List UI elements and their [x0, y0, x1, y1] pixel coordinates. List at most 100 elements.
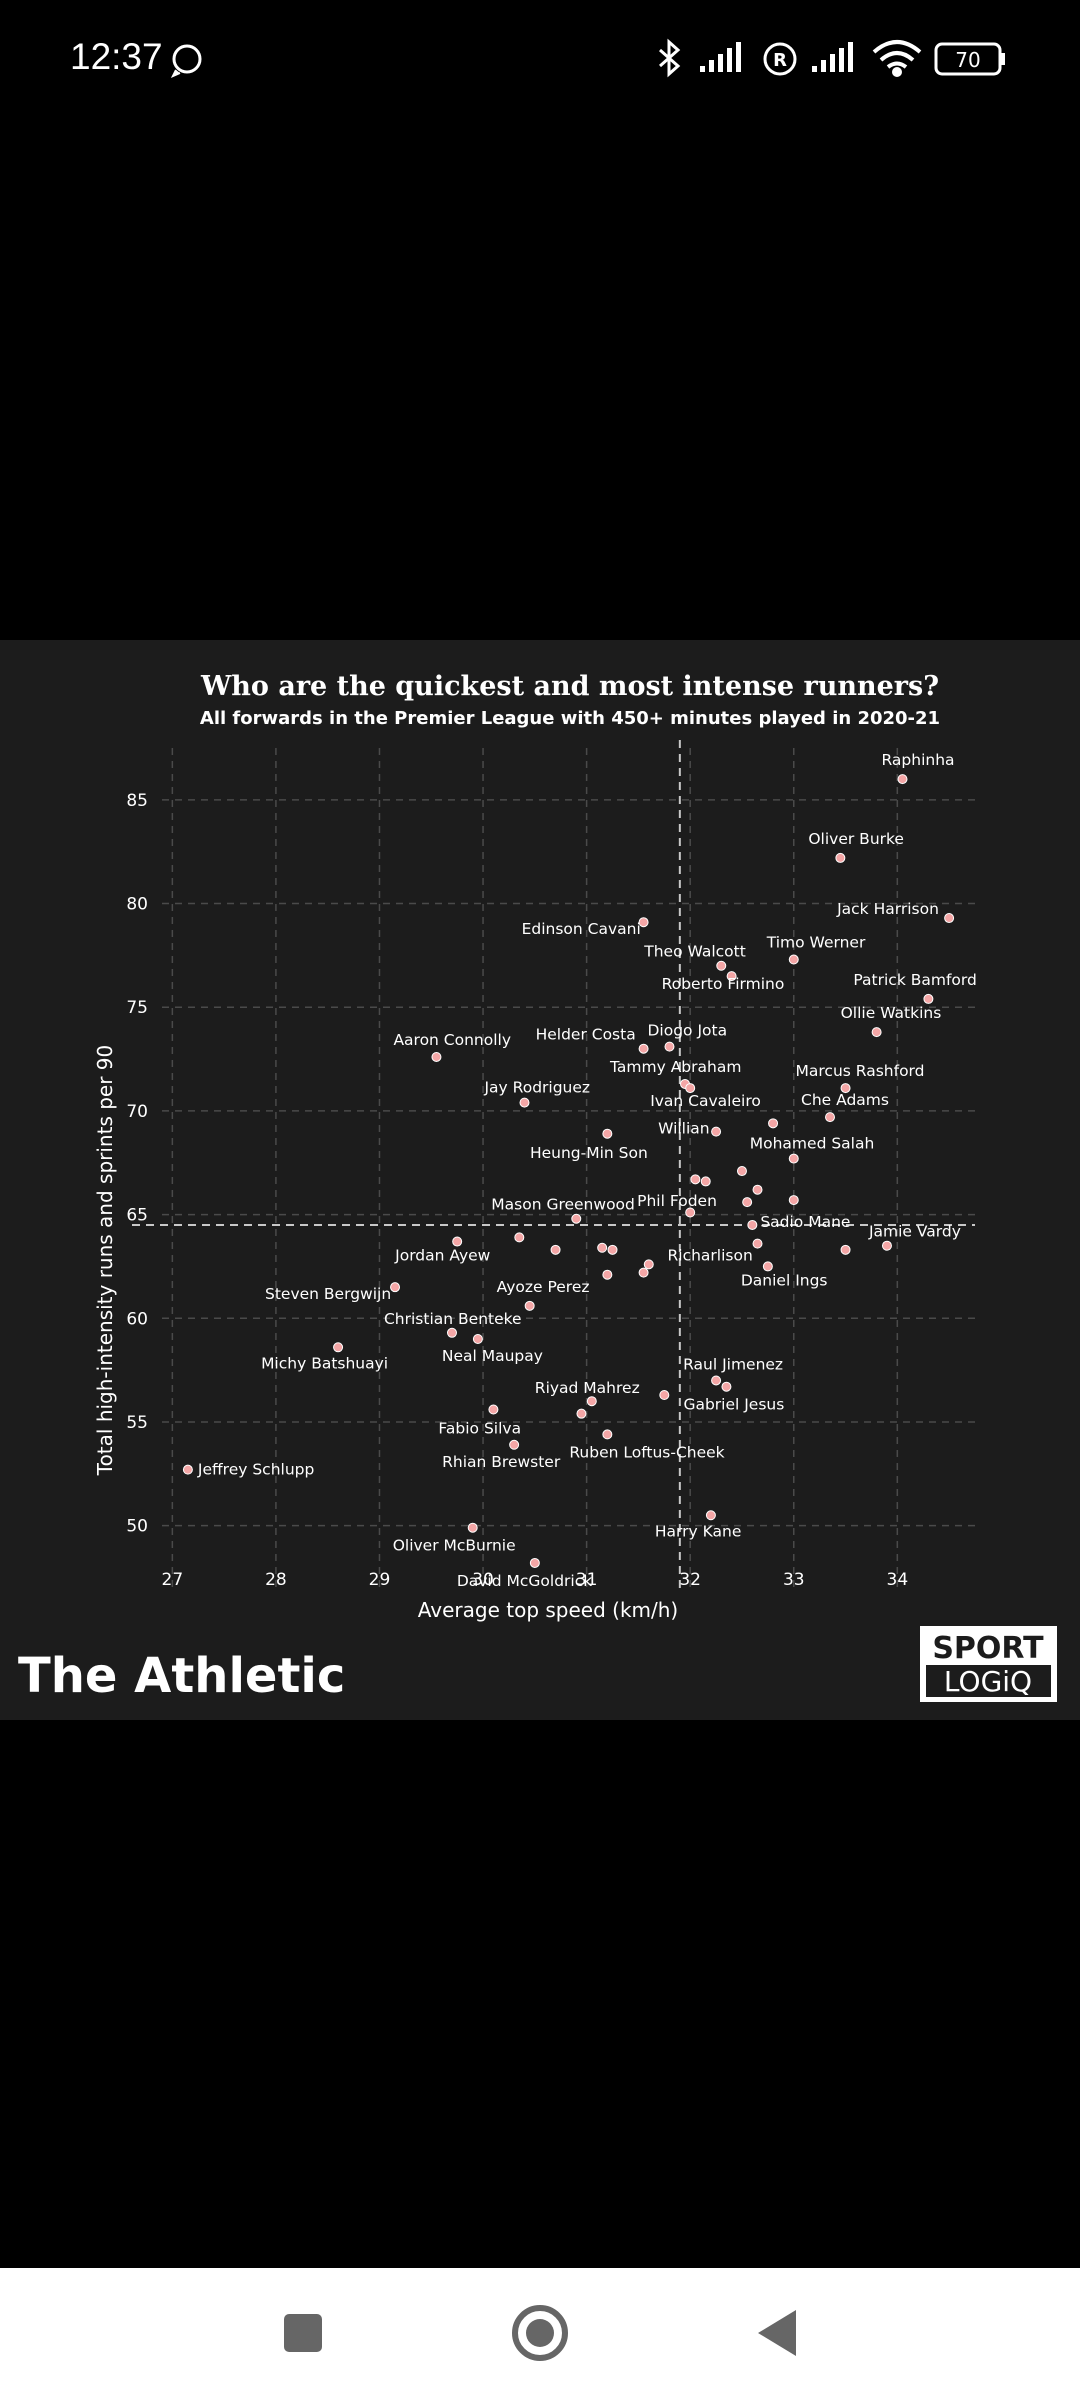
data-point [586, 1396, 597, 1407]
data-point [923, 993, 934, 1004]
data-point [452, 1236, 463, 1247]
brand-logo-athletic: The Athletic [18, 1648, 345, 1704]
battery-icon: 70 [934, 42, 1005, 76]
data-point [529, 1557, 540, 1568]
reference-lines [132, 740, 975, 1592]
x-tick-label: 33 [783, 1570, 805, 1590]
data-point [472, 1334, 483, 1345]
point-label: Marcus Rashford [796, 1062, 925, 1080]
data-point [638, 917, 649, 928]
point-label: Tammy Abraham [609, 1058, 741, 1076]
point-label: Steven Bergwijn [265, 1285, 391, 1303]
wifi-icon [872, 40, 922, 77]
point-label: Raul Jimenez [683, 1355, 783, 1373]
grid [162, 748, 975, 1592]
point-label: Jamie Vardy [868, 1223, 961, 1241]
data-point [685, 1207, 696, 1218]
point-label: Edinson Cavani [522, 920, 641, 938]
data-point [871, 1027, 882, 1038]
point-label: Diogo Jota [647, 1022, 727, 1040]
point-label: Michy Batshuayi [261, 1354, 388, 1372]
data-point [509, 1439, 520, 1450]
y-tick-label: 75 [126, 998, 148, 1018]
x-tick-label: 29 [369, 1570, 391, 1590]
data-point [602, 1269, 613, 1280]
y-tick-label: 55 [126, 1413, 148, 1433]
x-tick-label: 31 [576, 1570, 598, 1590]
y-tick-label: 70 [126, 1102, 148, 1122]
data-point [664, 1041, 675, 1052]
brand-line-1: SPORT [932, 1631, 1044, 1666]
data-point [835, 852, 846, 863]
y-tick-label: 60 [126, 1309, 148, 1329]
data-point [716, 960, 727, 971]
point-label: Timo Werner [766, 934, 866, 952]
point-label: Jeffrey Schlupp [197, 1461, 314, 1479]
data-point [752, 1184, 763, 1195]
y-tick-label: 50 [126, 1517, 148, 1537]
svg-text:R: R [773, 50, 787, 71]
y-axis-label: Total high-intensity runs and sprints pe… [93, 1045, 117, 1477]
data-point [711, 1375, 722, 1386]
data-point [788, 1195, 799, 1206]
point-label: Ivan Cavaleiro [650, 1092, 761, 1110]
point-label: Sadio Mane [760, 1213, 850, 1231]
data-point [742, 1197, 753, 1208]
data-point [597, 1242, 608, 1253]
data-point [431, 1051, 442, 1062]
data-point [752, 1238, 763, 1249]
navigation-bar [0, 2268, 1080, 2400]
point-label: Mohamed Salah [750, 1135, 875, 1153]
point-label: Riyad Mahrez [535, 1379, 640, 1397]
point-label: Jack Harrison [836, 900, 939, 918]
back-button[interactable] [742, 2298, 812, 2368]
point-label: Oliver McBurnie [393, 1537, 516, 1555]
data-point [607, 1244, 618, 1255]
data-point [762, 1261, 773, 1272]
status-bar: 12:37 R [0, 0, 1080, 120]
data-point [571, 1213, 582, 1224]
x-axis-label: Average top speed (km/h) [418, 1598, 678, 1622]
point-label: Ruben Loftus-Cheek [569, 1443, 724, 1461]
point-label: Willian [658, 1120, 710, 1138]
data-point [944, 913, 955, 924]
data-point [182, 1464, 193, 1475]
data-point [747, 1219, 758, 1230]
point-label: Rhian Brewster [442, 1453, 561, 1471]
x-tick-label: 32 [679, 1570, 701, 1590]
point-label: Aaron Connolly [393, 1031, 511, 1049]
data-point [788, 1153, 799, 1164]
chart-subtitle: All forwards in the Premier League with … [200, 708, 940, 729]
y-tick-label: 80 [126, 895, 148, 915]
bluetooth-icon [659, 38, 681, 78]
recents-button[interactable] [268, 2298, 338, 2368]
registered-icon: R [763, 42, 797, 76]
point-label: Christian Benteke [384, 1310, 522, 1328]
data-point [488, 1404, 499, 1415]
point-label: Phil Foden [637, 1192, 717, 1210]
point-label: Neal Maupay [442, 1347, 543, 1365]
data-point [690, 1174, 701, 1185]
data-point [881, 1240, 892, 1251]
home-button[interactable] [505, 2298, 575, 2368]
scatter-chart: Who are the quickest and most intense ru… [18, 671, 1057, 1704]
data-point [840, 1244, 851, 1255]
data-point [390, 1282, 401, 1293]
point-label: Daniel Ings [741, 1271, 828, 1289]
data-point [726, 971, 737, 982]
point-label: Jordan Ayew [394, 1247, 491, 1265]
data-point [788, 954, 799, 965]
data-point [638, 1267, 649, 1278]
point-label: Helder Costa [536, 1026, 636, 1044]
whatsapp-icon [170, 44, 202, 78]
x-tick-label: 27 [162, 1570, 184, 1590]
data-point [711, 1126, 722, 1137]
data-point [514, 1232, 525, 1243]
brand-line-2: LOGiQ [944, 1665, 1032, 1698]
point-label: Mason Greenwood [491, 1196, 635, 1214]
point-label: Oliver Burke [808, 830, 904, 848]
status-icons: R 70 [170, 38, 1005, 78]
battery-level: 70 [955, 48, 980, 72]
data-point [685, 1083, 696, 1094]
data-point [721, 1381, 732, 1392]
